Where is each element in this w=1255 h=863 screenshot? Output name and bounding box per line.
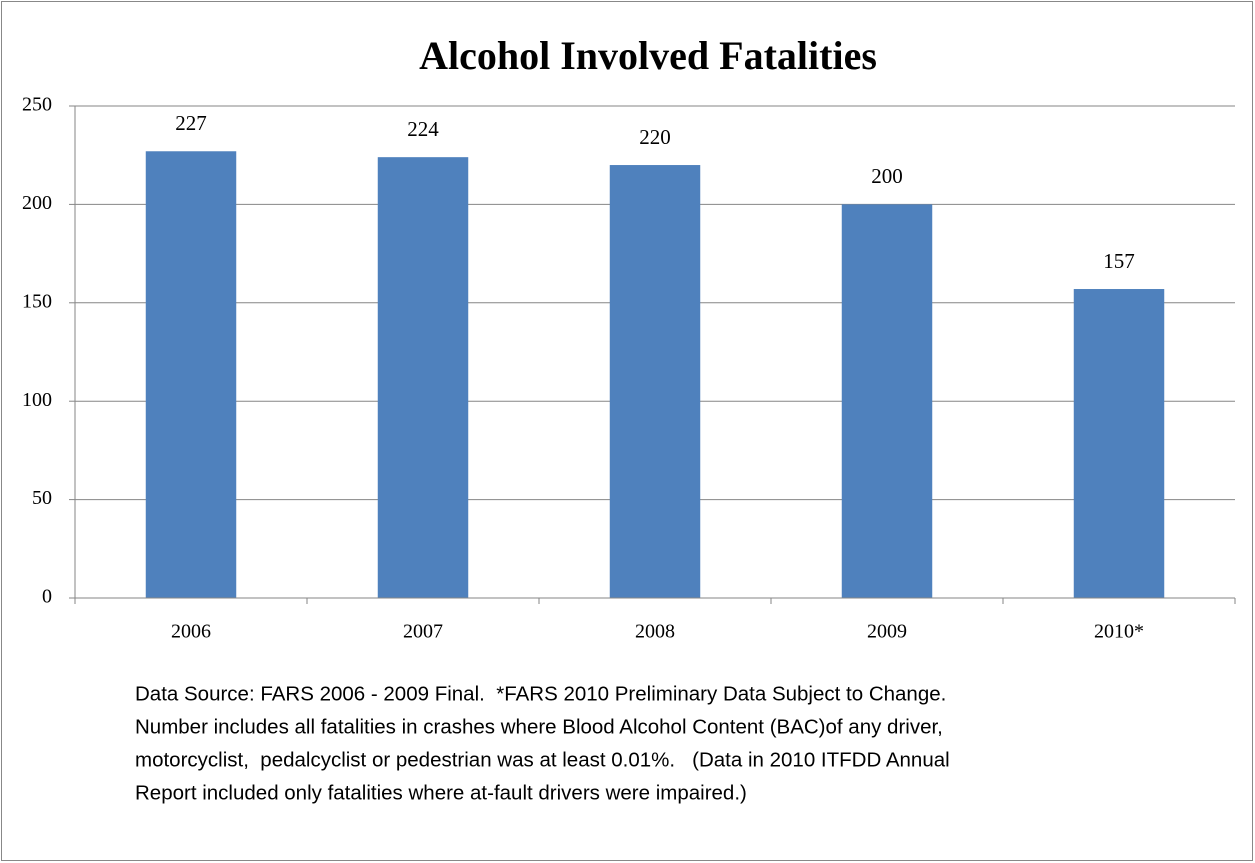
footnote-line: Number includes all fatalities in crashe… xyxy=(135,715,943,738)
y-tick-label: 50 xyxy=(32,487,52,509)
x-tick-label: 2009 xyxy=(867,621,907,643)
bar xyxy=(841,204,933,598)
y-tick-label: 200 xyxy=(22,192,52,214)
data-label: 220 xyxy=(639,125,671,149)
chart-title: Alcohol Involved Fatalities xyxy=(419,33,877,78)
y-tick-label: 100 xyxy=(22,389,52,411)
data-label: 157 xyxy=(1103,249,1135,273)
data-label: 224 xyxy=(407,117,439,141)
x-tick-label: 2006 xyxy=(171,621,211,643)
bar xyxy=(609,165,701,599)
bar xyxy=(145,151,237,598)
x-tick-label: 2007 xyxy=(403,621,443,643)
bar xyxy=(377,157,469,598)
x-tick-label: 2010* xyxy=(1094,621,1144,643)
footnote-line: motorcyclist, pedalcyclist or pedestrian… xyxy=(135,748,950,771)
y-tick-label: 150 xyxy=(22,290,52,312)
x-tick-label: 2008 xyxy=(635,621,675,643)
data-label: 227 xyxy=(175,111,207,135)
footnote-line: Data Source: FARS 2006 - 2009 Final. *FA… xyxy=(135,682,946,705)
bar xyxy=(1073,289,1165,598)
y-tick-label: 250 xyxy=(22,94,52,116)
data-label: 200 xyxy=(871,164,903,188)
y-tick-label: 0 xyxy=(42,586,52,608)
footnote-line: Report included only fatalities where at… xyxy=(135,781,747,804)
